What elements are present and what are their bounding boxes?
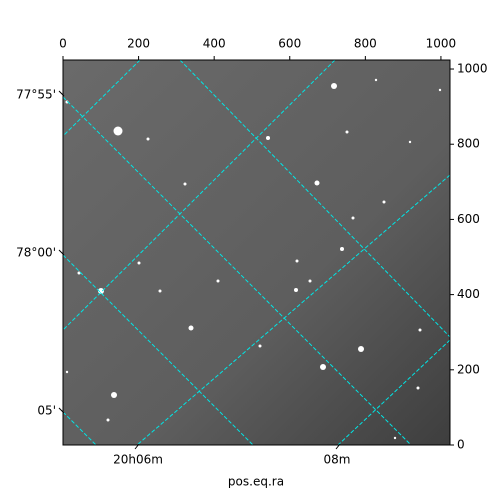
y-tick-label: 200	[457, 362, 480, 376]
x-axis-label: pos.eq.ra	[228, 475, 284, 489]
grid-line	[63, 254, 254, 445]
sky-image	[62, 59, 451, 446]
x-tick-label: 200	[127, 37, 150, 51]
image-background	[63, 60, 450, 445]
ra-tick-label: 20h06m	[113, 453, 163, 467]
grid-line	[63, 60, 141, 137]
grid-line	[179, 60, 450, 338]
x-tick-label: 0	[59, 37, 67, 51]
coordinate-grid	[63, 60, 450, 445]
y-tick-label: 1000	[457, 62, 488, 76]
y-tick-label: 0	[457, 438, 465, 452]
y-tick-label: 600	[457, 212, 480, 226]
stars	[65, 78, 442, 440]
dec-tick-label: 05'	[37, 404, 56, 418]
grid-line	[63, 96, 412, 445]
dec-tick-label: 77°55'	[16, 88, 56, 102]
x-tick-label: 600	[278, 37, 301, 51]
grid-line	[63, 60, 336, 331]
x-tick-label: 800	[354, 37, 377, 51]
x-tick-label: 400	[203, 37, 226, 51]
dec-tick-label: 78°00'	[16, 246, 56, 260]
grid-line	[63, 411, 97, 445]
y-tick-label: 800	[457, 137, 480, 151]
axes-frame	[62, 59, 451, 446]
world-ticks	[58, 90, 341, 450]
grid-line	[136, 174, 450, 445]
grid-line	[337, 339, 450, 445]
y-tick-label: 400	[457, 287, 480, 301]
ra-tick-label: 08m	[324, 453, 351, 467]
x-tick-label: 1000	[426, 37, 457, 51]
